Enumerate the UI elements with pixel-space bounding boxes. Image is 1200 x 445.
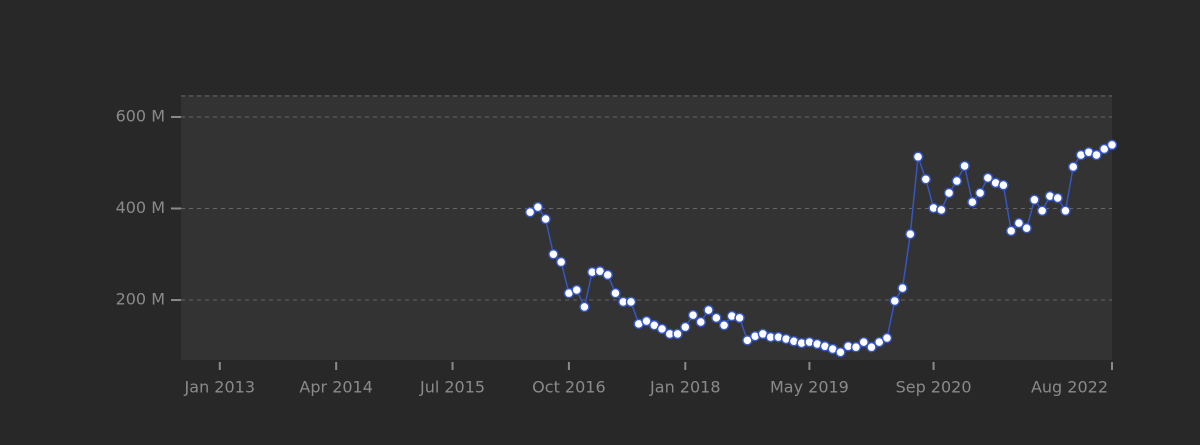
data-point — [1029, 194, 1040, 206]
data-point — [540, 213, 551, 225]
y-tick-label: 600 M — [116, 106, 165, 125]
data-point — [943, 187, 955, 199]
data-point — [532, 201, 544, 213]
data-point — [866, 341, 877, 353]
data-point — [625, 296, 637, 308]
data-point — [602, 269, 613, 281]
data-point — [889, 295, 901, 307]
x-tick-label: Sep 2020 — [896, 378, 972, 397]
data-point — [703, 304, 714, 316]
data-point — [718, 319, 730, 331]
data-point — [571, 284, 582, 296]
x-tick-label: Oct 2016 — [532, 378, 605, 397]
data-point — [1060, 205, 1071, 217]
data-point — [672, 328, 683, 340]
data-point — [959, 160, 970, 172]
data-point — [905, 228, 916, 240]
data-point — [1067, 161, 1079, 173]
x-tick-label: May 2019 — [770, 378, 849, 397]
data-point — [680, 321, 691, 333]
x-tick-label: Apr 2014 — [299, 378, 372, 397]
data-point — [695, 316, 707, 328]
data-point — [936, 204, 947, 216]
data-point — [881, 332, 893, 344]
data-point — [1021, 222, 1032, 234]
y-tick-label: 200 M — [116, 290, 165, 309]
data-point — [920, 173, 932, 185]
data-point — [742, 335, 753, 346]
data-point — [1052, 192, 1063, 204]
data-point — [967, 196, 978, 208]
data-point — [656, 323, 668, 335]
data-point — [951, 175, 963, 187]
data-point — [912, 151, 924, 163]
data-point — [1013, 217, 1025, 229]
y-tick-label: 400 M — [116, 198, 165, 217]
data-point — [998, 179, 1009, 191]
data-point — [850, 341, 862, 353]
plot-area — [181, 95, 1112, 360]
x-tick-label: Jan 2018 — [649, 378, 720, 397]
data-point — [548, 249, 559, 260]
data-point — [897, 282, 908, 294]
data-point — [734, 312, 745, 324]
data-point — [835, 346, 846, 358]
data-point — [982, 172, 994, 184]
data-point — [1106, 139, 1118, 151]
data-point — [1005, 225, 1017, 237]
data-point — [610, 287, 621, 299]
data-point — [687, 309, 699, 321]
x-tick-label: Jul 2015 — [419, 378, 485, 397]
data-point — [974, 187, 986, 199]
data-point — [1098, 143, 1110, 155]
data-point — [1091, 149, 1102, 161]
x-tick-label: Jan 2013 — [184, 378, 255, 397]
data-point — [858, 336, 869, 348]
data-point — [711, 312, 722, 324]
data-point — [524, 206, 536, 218]
data-point — [874, 336, 885, 348]
data-point — [641, 315, 652, 327]
x-tick-label: Aug 2022 — [1031, 378, 1108, 397]
data-point — [555, 256, 567, 268]
data-point — [579, 301, 590, 313]
data-point — [1036, 205, 1048, 217]
